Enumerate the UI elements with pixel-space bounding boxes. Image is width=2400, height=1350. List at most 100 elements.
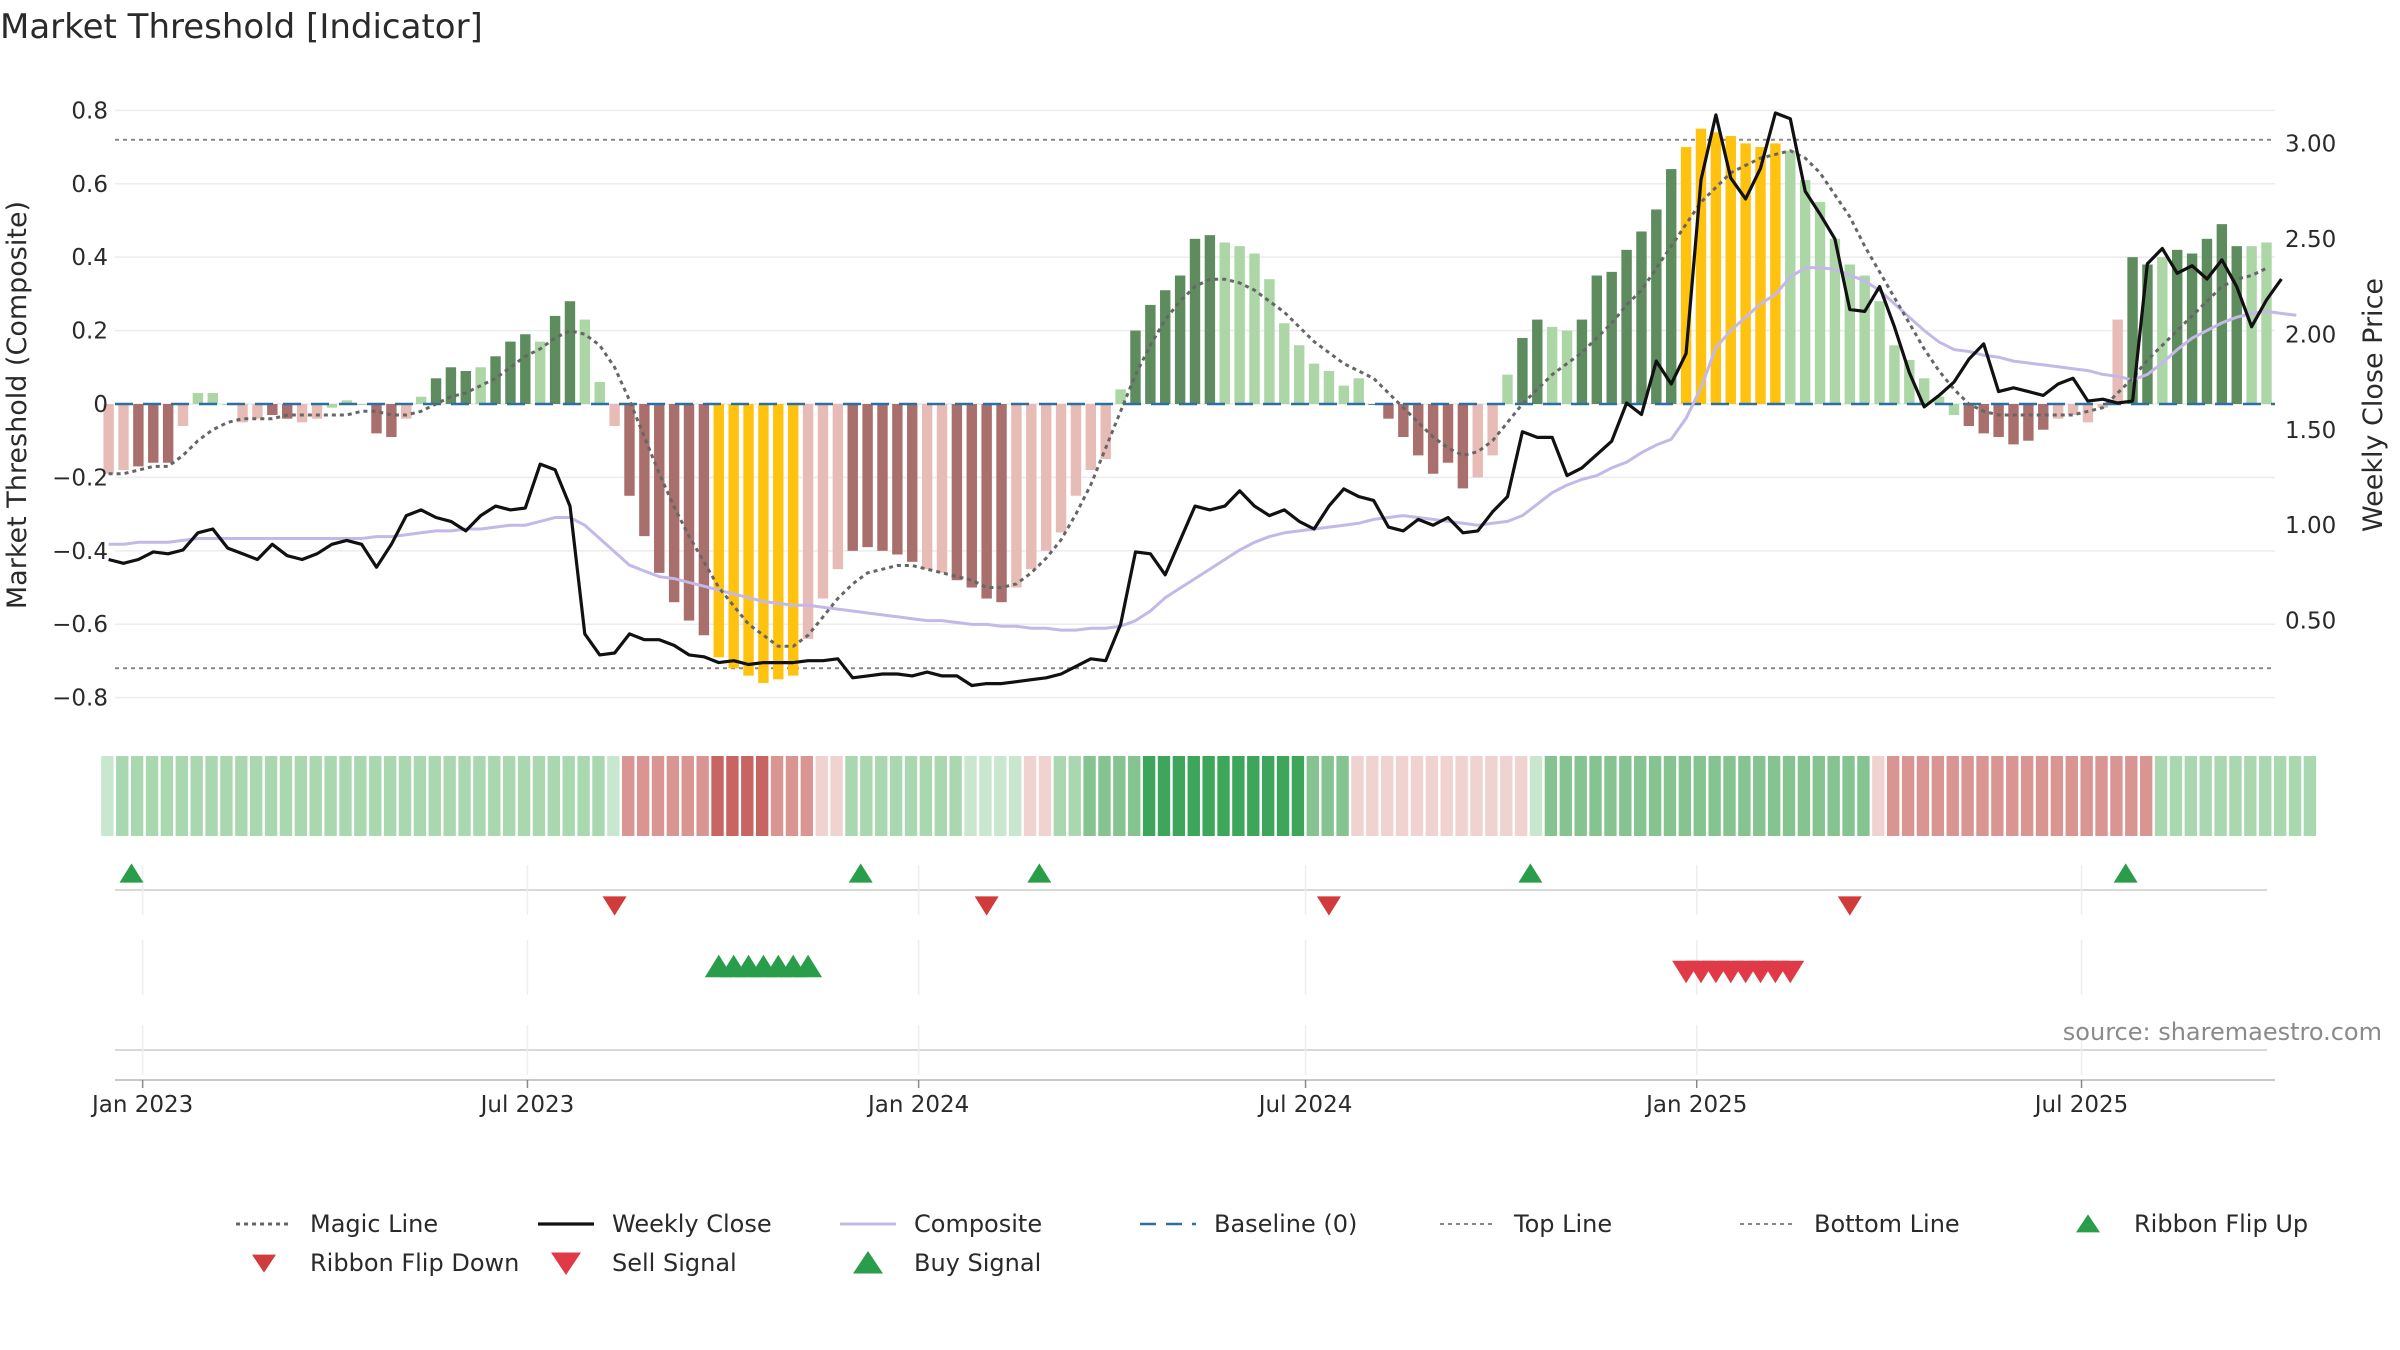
composite-bar xyxy=(1293,345,1305,404)
legend-label: Composite xyxy=(914,1210,1042,1238)
ribbon-cell xyxy=(1172,756,1186,836)
composite-bar xyxy=(683,404,695,621)
composite-bar xyxy=(862,404,873,548)
ribbon-cell xyxy=(2140,756,2153,836)
composite-bar xyxy=(1472,404,1483,478)
composite-bar xyxy=(2067,404,2079,416)
y-tick-label: −0.4 xyxy=(52,539,108,565)
ribbon-cell xyxy=(2229,756,2242,836)
composite-bar xyxy=(1561,330,1573,404)
ribbon-cell xyxy=(1232,756,1245,836)
ribbon-cell xyxy=(2273,756,2287,836)
ribbon-cell xyxy=(755,756,769,836)
composite-bar xyxy=(1457,404,1469,489)
composite-bar xyxy=(415,396,427,404)
ribbon-cell xyxy=(1187,756,1200,836)
legend-item: Bottom Line xyxy=(1740,1210,1960,1238)
ribbon-cell xyxy=(2288,756,2302,836)
composite-bar xyxy=(1666,169,1677,404)
ribbon-cell xyxy=(116,756,129,836)
legend-label: Bottom Line xyxy=(1814,1210,1960,1238)
ribbon-cell xyxy=(1693,756,1706,836)
composite-bar xyxy=(341,400,352,404)
ribbon-cell xyxy=(1663,756,1677,836)
legend-item: Magic Line xyxy=(236,1210,438,1238)
composite-bar xyxy=(2231,246,2242,404)
ribbon-cell xyxy=(830,756,843,836)
composite-bar xyxy=(936,404,948,573)
ribbon-cell xyxy=(1842,756,1855,836)
source-label: source: sharemaestro.com xyxy=(2063,1018,2382,1046)
ribbon-cell xyxy=(1068,756,1081,836)
ribbon-cell xyxy=(1440,756,1453,836)
ribbon-flip-down-marker xyxy=(1316,896,1341,916)
ribbon-cell xyxy=(190,756,203,836)
composite-bar xyxy=(1398,404,1409,438)
legend-item: Buy Signal xyxy=(853,1249,1041,1277)
ribbon-cell xyxy=(458,756,471,836)
composite-bar xyxy=(237,404,248,423)
y-axis-label-left: Market Threshold (Composite) xyxy=(2,201,33,609)
ribbon-cell xyxy=(2080,756,2093,836)
composite-bar xyxy=(1829,238,1841,404)
ribbon-cell xyxy=(1678,756,1692,836)
ribbon-cell xyxy=(696,756,709,836)
ribbon-flip-down-marker xyxy=(602,896,627,916)
sell-signal-marker xyxy=(1776,960,1805,984)
ribbon-cell xyxy=(398,756,412,836)
ribbon-cell xyxy=(279,756,293,836)
ribbon-cell xyxy=(2065,756,2078,836)
composite-bar xyxy=(2186,253,2198,404)
ribbon-cell xyxy=(1038,756,1052,836)
y-tick-label: −0.2 xyxy=(52,465,108,491)
x-tick-label: Jul 2025 xyxy=(2033,1092,2129,1118)
y-tick-label: 0.8 xyxy=(71,98,108,124)
ribbon-cell xyxy=(1738,756,1751,836)
y2-tick-label: 2.50 xyxy=(2285,227,2336,253)
ribbon-cell xyxy=(726,756,739,836)
composite-bar xyxy=(1338,385,1350,404)
ribbon-cell xyxy=(264,756,278,836)
composite-bar xyxy=(192,392,204,404)
composite-bar xyxy=(1323,370,1335,404)
legend-item: Ribbon Flip Down xyxy=(252,1249,519,1277)
composite-bar xyxy=(2171,249,2183,404)
ribbon-cell xyxy=(622,756,635,836)
ribbon-cell xyxy=(1306,756,1319,836)
ribbon-cell xyxy=(1261,756,1275,836)
ribbon-cell xyxy=(1395,756,1409,836)
ribbon-flip-up-marker xyxy=(1027,863,1052,883)
ribbon-cell xyxy=(1455,756,1468,836)
y-tick-label: 0.6 xyxy=(71,172,108,198)
composite-bar xyxy=(758,404,769,683)
composite-bar xyxy=(1933,396,1945,404)
composite-bar xyxy=(579,319,591,404)
composite-bar xyxy=(1368,404,1379,405)
y-tick-label: −0.8 xyxy=(52,686,108,712)
ribbon-cell xyxy=(383,756,397,836)
ribbon-cell xyxy=(502,756,516,836)
ribbon-flip-down-marker xyxy=(974,896,999,916)
ribbon-flip-up-marker xyxy=(1518,863,1543,883)
ribbon-cell xyxy=(2095,756,2108,836)
ribbon-cell xyxy=(235,756,248,836)
ribbon-cell xyxy=(1901,756,1915,836)
ribbon-cell xyxy=(473,756,486,836)
legend-triangle-down-icon xyxy=(551,1252,581,1275)
composite-bar xyxy=(1174,275,1186,404)
composite-bar xyxy=(1889,345,1900,404)
ribbon-cell xyxy=(1529,756,1543,836)
ribbon-cell xyxy=(2125,756,2138,836)
composite-bar xyxy=(668,404,680,603)
composite-bar xyxy=(981,404,992,599)
legend-label: Buy Signal xyxy=(914,1249,1041,1277)
ribbon-cell xyxy=(2020,756,2034,836)
ribbon-cell xyxy=(2214,756,2227,836)
ribbon-cell xyxy=(1812,756,1825,836)
composite-bar xyxy=(1546,326,1558,404)
composite-bar xyxy=(207,392,219,404)
ribbon-cell xyxy=(205,756,218,836)
ribbon-cell xyxy=(577,756,590,836)
composite-bar xyxy=(594,381,605,404)
